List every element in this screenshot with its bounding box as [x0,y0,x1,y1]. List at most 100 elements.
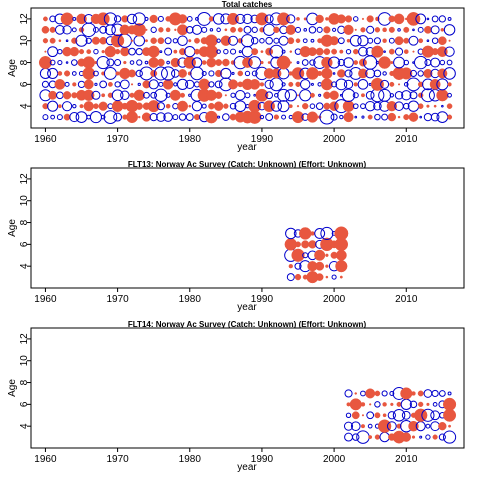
negative-residual-bubble [424,59,432,67]
positive-residual-bubble [448,424,452,428]
positive-residual-bubble [42,38,49,44]
positive-residual-bubble [115,71,120,76]
positive-residual-bubble [259,82,265,87]
negative-residual-bubble [421,408,435,422]
negative-residual-bubble [360,390,366,397]
positive-residual-bubble [78,49,85,55]
positive-residual-bubble [104,45,117,58]
positive-residual-bubble [193,114,201,121]
positive-residual-bubble [343,24,354,35]
negative-residual-bubble [415,13,427,25]
negative-residual-bubble [64,81,70,87]
positive-residual-bubble [337,69,346,78]
positive-residual-bubble [54,79,66,90]
negative-residual-bubble [231,71,235,75]
positive-residual-bubble [401,432,411,442]
negative-residual-bubble [103,12,117,26]
positive-residual-bubble [208,102,215,110]
negative-residual-bubble [269,77,284,92]
negative-residual-bubble [269,44,284,59]
positive-residual-bubble [180,92,186,98]
positive-residual-bubble [64,70,71,77]
x-axis: 1960 1970 1980 1990 2000 2010 [34,288,418,305]
negative-residual-bubble [265,36,273,45]
negative-residual-bubble [389,93,395,98]
y-axis: 4 6 8 10 12 [19,333,31,429]
negative-residual-bubble [220,67,232,80]
panel-flt14: FLT14: Norway Ac Survey (Catch: Unknown)… [7,320,465,473]
positive-residual-bubble [423,68,433,78]
negative-residual-bubble [318,93,322,97]
positive-residual-bubble [301,240,310,249]
bubble-layer [343,386,457,444]
positive-residual-bubble [361,17,365,20]
negative-residual-bubble [56,91,64,100]
positive-residual-bubble [126,111,138,124]
negative-residual-bubble [251,70,258,77]
positive-residual-bubble [179,48,187,56]
negative-residual-bubble [314,228,326,239]
negative-residual-bubble [332,72,336,75]
y-tick-label: 6 [19,241,30,247]
negative-residual-bubble [352,433,360,441]
positive-residual-bubble [42,103,49,110]
negative-residual-bubble [77,80,86,89]
negative-residual-bubble [364,100,376,112]
positive-residual-bubble [446,103,453,109]
positive-residual-bubble [295,38,301,44]
negative-residual-bubble [251,26,258,33]
positive-residual-bubble [49,37,56,44]
positive-residual-bubble [317,70,323,76]
negative-residual-bubble [42,114,49,121]
negative-residual-bubble [191,57,203,68]
negative-residual-bubble [425,434,431,440]
positive-residual-bubble [194,48,200,55]
negative-residual-bubble [119,79,130,90]
positive-residual-bubble [296,17,300,21]
positive-residual-bubble [227,12,240,25]
positive-residual-bubble [339,275,343,279]
negative-residual-bubble [353,16,359,22]
x-axis-title: year [237,462,257,473]
positive-residual-bubble [361,414,365,417]
negative-residual-bubble [360,103,366,110]
negative-residual-bubble [409,69,418,77]
negative-residual-bubble [296,61,300,64]
negative-residual-bubble [173,82,178,87]
negative-residual-bubble [185,26,194,34]
negative-residual-bubble [150,26,157,33]
negative-residual-bubble [412,28,415,32]
negative-residual-bubble [195,16,199,21]
negative-residual-bubble [99,80,108,89]
positive-residual-bubble [390,402,394,407]
negative-residual-bubble [432,401,438,407]
positive-residual-bubble [335,249,347,261]
positive-residual-bubble [69,46,80,57]
positive-residual-bubble [394,36,404,46]
positive-residual-bubble [145,28,148,31]
panel-title: FLT13: Norway Ac Survey (Catch: Unknown)… [128,160,367,169]
positive-residual-bubble [142,80,151,89]
positive-residual-bubble [265,47,274,56]
positive-residual-bubble [255,88,269,102]
positive-residual-bubble [325,275,329,279]
positive-residual-bubble [57,71,63,76]
negative-residual-bubble [277,100,290,113]
positive-residual-bubble [365,388,376,399]
x-tick-label: 1960 [34,294,57,305]
positive-residual-bubble [255,12,269,26]
positive-residual-bubble [308,240,317,249]
negative-residual-bubble [367,37,374,44]
positive-residual-bubble [382,38,387,43]
negative-residual-bubble [96,55,110,70]
negative-residual-bubble [47,67,59,79]
positive-residual-bubble [260,60,264,65]
y-tick-label: 4 [19,103,30,109]
positive-residual-bubble [386,101,397,112]
negative-residual-bubble [407,100,420,112]
negative-residual-bubble [286,273,295,282]
x-tick-label: 1960 [34,134,57,145]
panel-flt13: FLT13: Norway Ac Survey (Catch: Unknown)… [7,160,465,313]
positive-residual-bubble [358,58,367,67]
